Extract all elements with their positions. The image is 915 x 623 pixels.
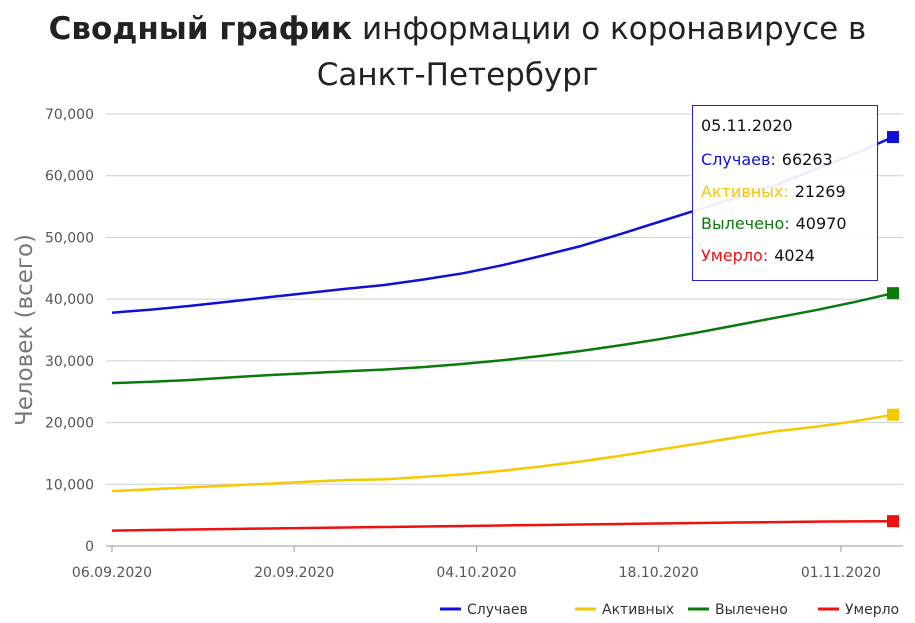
y-tick-label: 10,000: [45, 477, 94, 493]
series-end-marker[interactable]: [887, 287, 899, 300]
y-tick-label: 50,000: [45, 230, 94, 246]
y-tick-label: 0: [85, 539, 94, 555]
series-end-marker[interactable]: [887, 515, 899, 528]
tooltip-value-recovered: 40970: [795, 214, 847, 233]
y-axis-label: Человек (всего): [12, 234, 38, 426]
y-tick-label: 30,000: [45, 354, 94, 370]
tooltip: 05.11.2020 Случаев: 66263 Активных: 21269 …: [692, 105, 878, 281]
y-tick-label: 40,000: [45, 292, 94, 308]
tooltip-row-cases: Случаев: 66263: [701, 144, 869, 176]
tooltip-row-deaths: Умерло: 4024: [701, 240, 869, 272]
chart-title-line2: Санкт-Петербург: [316, 57, 599, 93]
x-tick-label: 01.11.2020: [801, 565, 881, 581]
y-tick-label: 70,000: [45, 107, 94, 123]
tooltip-date: 05.11.2020: [701, 116, 793, 135]
tooltip-row-active: Активных: 21269: [701, 176, 869, 208]
chart-title-rest: информации о коронавирусе в: [352, 11, 867, 47]
x-tick-label: 04.10.2020: [436, 565, 516, 581]
x-tick-label: 20.09.2020: [254, 565, 334, 581]
series-end-marker[interactable]: [887, 408, 899, 421]
series-line-1: [111, 413, 894, 493]
tooltip-row-recovered: Вылечено: 40970: [701, 208, 869, 240]
tooltip-value-active: 21269: [794, 182, 846, 201]
y-tick-label: 20,000: [45, 416, 94, 432]
chart-title-bold: Сводный график: [48, 11, 353, 47]
x-tick-label: 18.10.2020: [619, 565, 699, 581]
tooltip-value-cases: 66263: [781, 150, 833, 169]
y-axis-ticks: 0 10,000 20,000 30,000 40,000 50,000 60,000 70,…: [45, 107, 94, 555]
x-tick-label: 06.09.2020: [72, 565, 152, 581]
series-line-3: [111, 519, 894, 532]
legend-label[interactable]: Вылечено: [715, 602, 788, 618]
legend-label[interactable]: Умерло: [845, 602, 899, 618]
x-axis-ticks: 06.09.2020 20.09.2020 04.10.2020 18.10.2020…: [72, 546, 881, 581]
chart-title: Сводный график информации о коронавирусе…: [0, 6, 915, 98]
legend-label[interactable]: Активных: [602, 602, 674, 618]
series-line-2: [111, 291, 894, 385]
tooltip-value-deaths: 4024: [774, 246, 815, 265]
tooltip-label-recovered: Вылечено:: [701, 214, 790, 233]
tooltip-label-active: Активных:: [701, 182, 789, 201]
series-end-marker[interactable]: [887, 131, 899, 144]
y-tick-label: 60,000: [45, 169, 94, 185]
tooltip-label-cases: Случаев:: [701, 150, 776, 169]
legend: Случаев Активных Вылечено Умерло: [440, 602, 899, 618]
tooltip-label-deaths: Умерло:: [701, 246, 769, 265]
legend-label[interactable]: Случаев: [467, 602, 528, 618]
